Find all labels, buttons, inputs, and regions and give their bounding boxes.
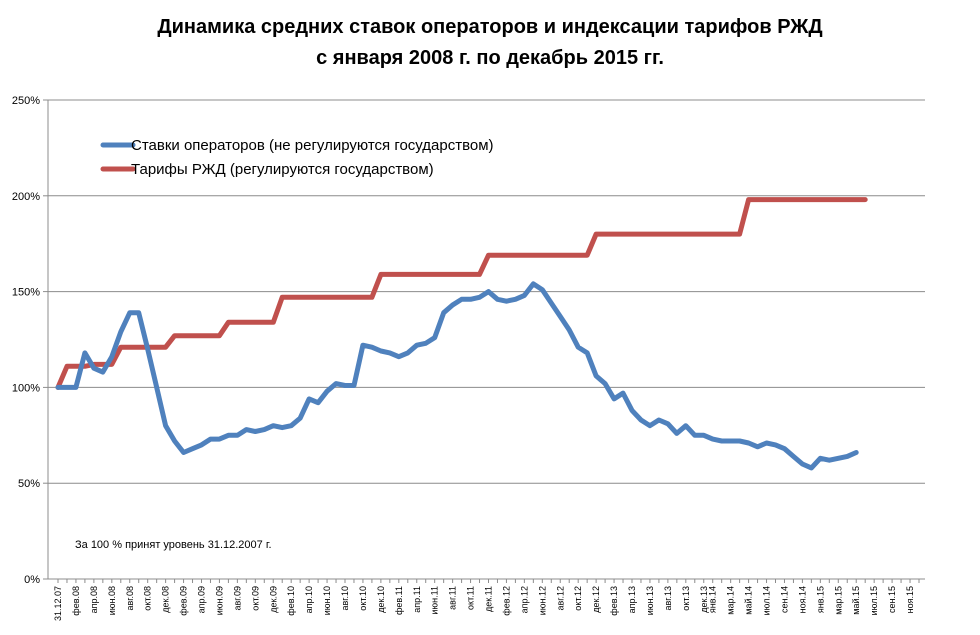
legend-label-operators: Ставки операторов (не регулируются госуд… xyxy=(131,137,494,154)
chart-title-line-1: Динамика средних ставок операторов и инд… xyxy=(157,16,822,38)
y-tick-label: 0% xyxy=(24,574,40,586)
legend: Ставки операторов (не регулируются госуд… xyxy=(100,137,494,178)
x-tick-label: авг.09 xyxy=(232,586,242,610)
baseline-note: За 100 % принят уровень 31.12.2007 г. xyxy=(75,539,272,551)
x-tick-label: авг.08 xyxy=(125,586,135,610)
x-tick-label: фев.08 xyxy=(71,586,81,616)
x-tick-label: май.14 xyxy=(744,586,754,615)
x-tick-label: июл.14 xyxy=(762,586,772,615)
x-tick-label: окт.11 xyxy=(466,586,476,610)
x-tick-label: мар.15 xyxy=(833,586,843,615)
series-lines xyxy=(55,197,868,471)
chart-title: Динамика средних ставок операторов и инд… xyxy=(157,16,822,69)
x-tick-label: июн.13 xyxy=(645,586,655,615)
x-tick-label: дек.12 xyxy=(591,586,601,613)
x-tick-label: фев.11 xyxy=(394,586,404,615)
x-tick-label: дек.13 xyxy=(699,586,709,613)
x-tick-label: ноя.14 xyxy=(797,586,807,613)
x-tick-label: апр.11 xyxy=(412,586,422,613)
x-tick-label: янв.14 xyxy=(708,586,718,613)
x-tick-label: окт.10 xyxy=(358,586,368,611)
x-tick-label: июл.15 xyxy=(869,586,879,615)
x-tick-label: авг.10 xyxy=(340,586,350,610)
x-tick-label: авг.12 xyxy=(555,586,565,610)
x-tick-label: дек.11 xyxy=(484,586,494,612)
y-tick-label: 150% xyxy=(12,287,40,299)
series-line-operators xyxy=(55,281,859,471)
x-tick-label: окт.12 xyxy=(573,586,583,611)
x-tick-label: окт.09 xyxy=(250,586,260,611)
x-tick-label: сен.15 xyxy=(887,586,897,613)
x-tick-label: апр.13 xyxy=(627,586,637,613)
x-tick-label: дек.08 xyxy=(161,586,171,613)
chart-title-line-2: с января 2008 г. по декабрь 2015 гг. xyxy=(316,47,664,69)
x-tick-label: окт.08 xyxy=(143,586,153,611)
legend-label-rzd: Тарифы РЖД (регулируются государством) xyxy=(131,161,434,178)
x-tick-label: апр.08 xyxy=(89,586,99,613)
x-tick-label: фев.13 xyxy=(609,586,619,616)
x-tick-label: 31.12.07 xyxy=(53,586,63,621)
x-tick-label: дек.10 xyxy=(376,586,386,613)
x-tick-label: янв.15 xyxy=(815,586,825,613)
x-tick-label: май.15 xyxy=(851,586,861,615)
x-tick-label: авг.13 xyxy=(663,586,673,610)
x-tick-label: фев.10 xyxy=(286,586,296,616)
y-tick-label: 200% xyxy=(12,191,40,203)
x-tick-label: авг.11 xyxy=(448,586,458,610)
series-line-rzd xyxy=(55,197,868,390)
x-tick-label: сен.14 xyxy=(779,586,789,613)
y-axis-ticks: 0% 50% 100% 150% 200% 250% xyxy=(12,95,48,586)
x-tick-label: июн.09 xyxy=(214,586,224,615)
y-tick-label: 50% xyxy=(18,478,40,490)
y-tick-label: 250% xyxy=(12,95,40,107)
x-tick-label: июн.12 xyxy=(537,586,547,615)
x-tick-label: ноя.15 xyxy=(905,586,915,613)
axes xyxy=(47,100,925,580)
y-tick-label: 100% xyxy=(12,382,40,394)
x-tick-label: июн.10 xyxy=(322,586,332,615)
x-axis-ticks: 31.12.07 фев.08 апр.08 июн.08 авг.08 окт.08 де… xyxy=(53,579,920,621)
x-tick-label: июн.11 xyxy=(430,586,440,615)
x-tick-label: окт.13 xyxy=(681,586,691,611)
x-tick-label: мар.14 xyxy=(726,586,736,615)
x-tick-label: апр.12 xyxy=(519,586,529,613)
x-tick-label: апр.10 xyxy=(304,586,314,613)
x-tick-label: дек.09 xyxy=(268,586,278,613)
x-tick-label: июн.08 xyxy=(107,586,117,615)
x-tick-label: фев.09 xyxy=(179,586,189,616)
x-tick-label: апр.09 xyxy=(197,586,207,613)
x-tick-label: фев.12 xyxy=(501,586,511,616)
